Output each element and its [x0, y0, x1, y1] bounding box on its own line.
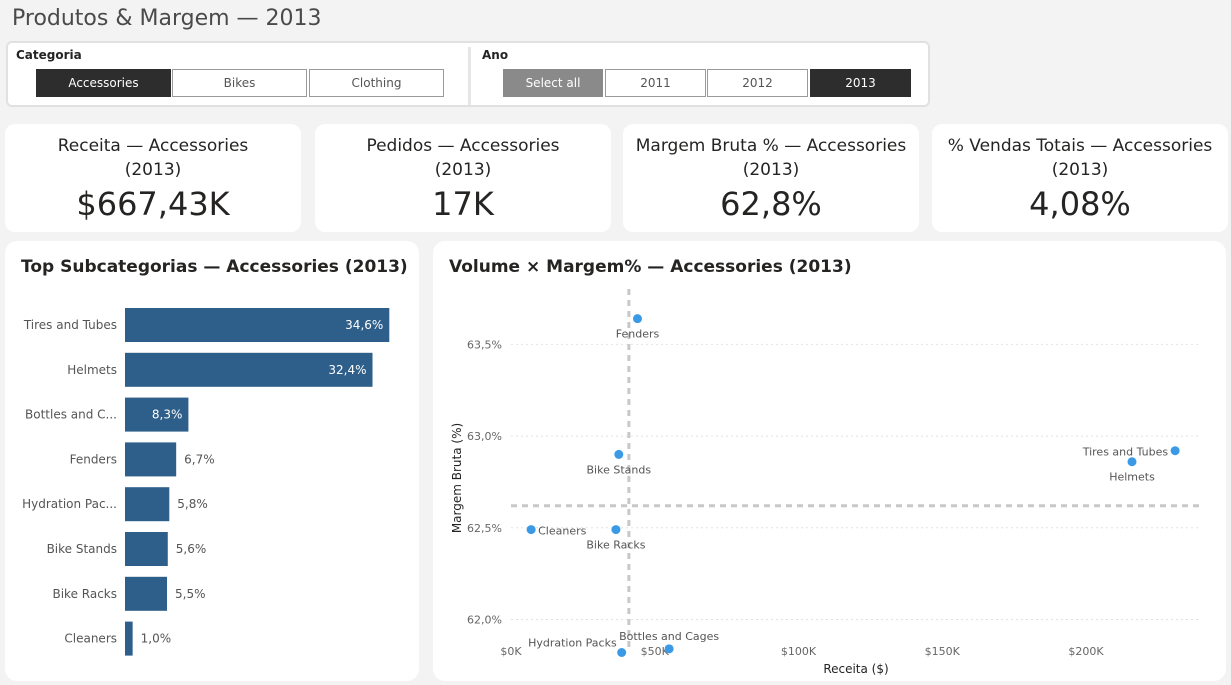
kpi-card-vendas-totais: % Vendas Totais — Accessories (2013) 4,0…	[932, 124, 1228, 232]
kpi-label-line1: Receita — Accessories	[57, 136, 249, 156]
x-tick-label: $200K	[1068, 645, 1104, 658]
bar-category-label: Bike Stands	[47, 542, 117, 556]
bar	[125, 576, 168, 611]
scatter-point	[611, 525, 621, 535]
scatter-point-label: Fenders	[616, 328, 660, 341]
scatter-point	[1127, 457, 1137, 467]
scatter-point	[664, 644, 674, 654]
bar-category-label: Helmets	[67, 363, 117, 377]
kpi-label: Pedidos — Accessories (2013)	[323, 134, 603, 182]
bar	[125, 532, 168, 566]
y-tick-label: 63,0%	[467, 430, 502, 443]
bar-data-label: 8,3%	[152, 408, 183, 422]
y-tick-label: 63,5%	[467, 338, 502, 351]
kpi-value: 17K	[432, 185, 494, 223]
bar	[125, 397, 189, 432]
bar-category-label: Hydration Pac...	[22, 497, 117, 511]
kpi-label-line1: % Vendas Totais — Accessories	[947, 136, 1213, 156]
ano-option-2013[interactable]: 2013	[810, 69, 911, 97]
kpi-label-line1: Pedidos — Accessories	[366, 136, 560, 156]
bar-category-label: Bottles and C...	[25, 408, 117, 422]
x-axis-title: Receita ($)	[823, 662, 888, 676]
y-axis-title: Margem Bruta (%)	[450, 423, 464, 533]
bar	[125, 308, 390, 342]
categoria-slicer-label: Categoria	[16, 48, 82, 62]
scatter-point-label: Tires and Tubes	[1082, 446, 1169, 459]
scatter-point-label: Cleaners	[538, 525, 587, 538]
kpi-label-line2: (2013)	[124, 160, 182, 180]
scatter-point-label: Hydration Packs	[528, 637, 617, 650]
categoria-option-clothing[interactable]: Clothing	[309, 69, 444, 97]
scatter-point	[617, 648, 627, 658]
kpi-label-line2: (2013)	[1051, 160, 1109, 180]
kpi-value: 4,08%	[1029, 185, 1131, 223]
kpi-label: % Vendas Totais — Accessories (2013)	[940, 134, 1220, 182]
x-tick-label: $150K	[925, 645, 961, 658]
bar-data-label: 6,7%	[184, 452, 215, 466]
kpi-label: Receita — Accessories (2013)	[13, 134, 293, 182]
kpi-card-margem-bruta: Margem Bruta % — Accessories (2013) 62,8…	[623, 124, 919, 232]
scatter-point-label: Helmets	[1109, 471, 1155, 484]
x-tick-label: $100K	[781, 645, 817, 658]
bar-chart: Tires and Tubes 34,6% Helmets 32,4% Bottles …	[22, 308, 390, 656]
bar-category-label: Fenders	[70, 452, 117, 466]
bar-chart-title: Top Subcategorias — Accessories (2013)	[21, 257, 408, 277]
kpi-card-pedidos: Pedidos — Accessories (2013) 17K	[315, 124, 611, 232]
bar-data-label: 1,0%	[141, 632, 172, 646]
bar-category-label: Cleaners	[64, 632, 117, 646]
ano-option-2011[interactable]: 2011	[605, 69, 706, 97]
scatter-point	[633, 314, 642, 324]
ano-option-2012[interactable]: 2012	[707, 69, 808, 97]
scatter-point-label: Bike Stands	[587, 463, 652, 476]
bar	[125, 621, 133, 656]
bar	[125, 352, 373, 387]
kpi-label: Margem Bruta % — Accessories (2013)	[631, 134, 911, 182]
scatter-chart: 62,0% 62,5% 63,0% 63,5% $0K $50K $100K $150K $20…	[450, 289, 1201, 676]
ano-slicer-label: Ano	[482, 48, 509, 62]
page-title: Produtos & Margem — 2013	[12, 6, 322, 31]
kpi-card-receita: Receita — Accessories (2013) $667,43K	[5, 124, 301, 232]
bar-data-label: 32,4%	[328, 363, 366, 377]
bar-category-label: Tires and Tubes	[23, 318, 117, 332]
bar	[125, 487, 170, 522]
scatter-chart-panel: Volume × Margem% — Accessories (2013) 62…	[433, 241, 1226, 681]
kpi-value: 62,8%	[720, 185, 822, 223]
scatter-point-label: Bottles and Cages	[619, 630, 719, 643]
bar-data-label: 34,6%	[345, 318, 383, 332]
x-tick-label: $0K	[500, 645, 522, 658]
bar-data-label: 5,6%	[176, 542, 207, 556]
scatter-point	[1170, 446, 1180, 456]
bar	[125, 442, 177, 477]
y-tick-label: 62,5%	[467, 522, 502, 535]
kpi-label-line2: (2013)	[742, 160, 800, 180]
scatter-point	[614, 449, 624, 459]
y-tick-label: 62,0%	[467, 613, 502, 626]
bar-category-label: Bike Racks	[52, 587, 117, 601]
bar-data-label: 5,5%	[175, 587, 206, 601]
scatter-point-label: Bike Racks	[586, 539, 645, 552]
bar-chart-panel: Top Subcategorias — Accessories (2013) T…	[5, 241, 419, 681]
kpi-label-line2: (2013)	[434, 160, 492, 180]
bar-data-label: 5,8%	[177, 497, 208, 511]
x-tick-label: $50K	[641, 645, 670, 658]
ano-option-select-all[interactable]: Select all	[503, 69, 603, 97]
scatter-point	[526, 525, 536, 535]
kpi-label-line1: Margem Bruta % — Accessories	[635, 136, 907, 156]
categoria-option-accessories[interactable]: Accessories	[36, 69, 171, 97]
slicer-panel: Categoria Accessories Bikes Clothing Ano…	[6, 41, 930, 107]
kpi-value: $667,43K	[76, 185, 230, 223]
categoria-option-bikes[interactable]: Bikes	[172, 69, 307, 97]
slicer-divider	[468, 47, 471, 105]
scatter-chart-title: Volume × Margem% — Accessories (2013)	[449, 257, 852, 277]
